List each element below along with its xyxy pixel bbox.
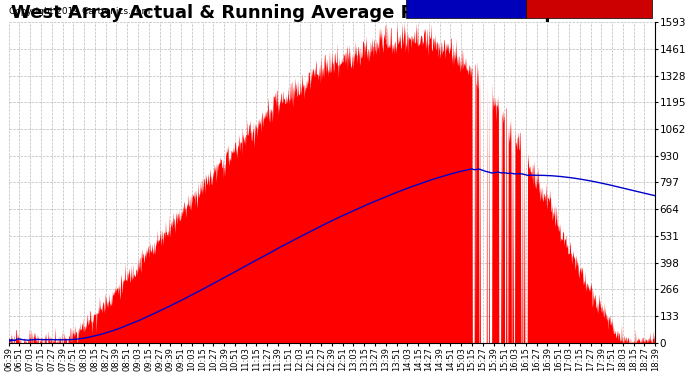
Text: Average  (DC Watts): Average (DC Watts) [415, 3, 518, 12]
Title: West Array Actual & Running Average Power Mon Sep 23 18:49: West Array Actual & Running Average Powe… [12, 4, 653, 22]
FancyBboxPatch shape [406, 0, 526, 18]
Text: West Array  (DC Watts): West Array (DC Watts) [530, 3, 648, 12]
FancyBboxPatch shape [526, 0, 652, 18]
Text: Copyright 2019 Cartronics.com: Copyright 2019 Cartronics.com [9, 7, 150, 16]
